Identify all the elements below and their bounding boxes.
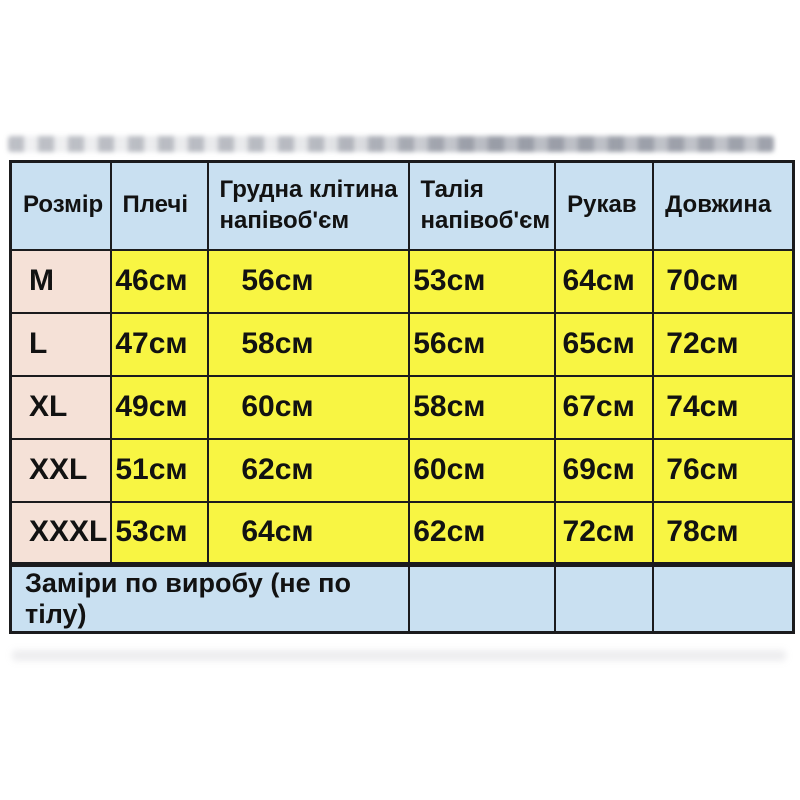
value-cell: 49см <box>109 374 209 440</box>
value-cell: 74см <box>652 374 795 440</box>
table-row: XXL 51см 62см 60см 69см 76см <box>9 437 795 503</box>
value-cell: 60см <box>206 374 410 440</box>
value-cell: 64см <box>206 500 410 566</box>
value-cell: 58см <box>407 374 557 440</box>
header-row: Розмір Плечі Грудна клітина напівоб'єм Т… <box>9 160 795 251</box>
size-cell: XXXL <box>9 500 112 566</box>
size-cell: L <box>9 311 112 377</box>
footer-empty-cell <box>407 562 557 634</box>
footer-note: Заміри по виробу (не по тілу) <box>9 562 410 634</box>
value-cell: 53см <box>407 248 557 314</box>
value-cell: 62см <box>407 500 557 566</box>
value-cell: 76см <box>652 437 795 503</box>
value-cell: 67см <box>554 374 655 440</box>
table-footer: Заміри по виробу (не по тілу) <box>9 562 795 634</box>
size-cell: XL <box>9 374 112 440</box>
table-row: XL 49см 60см 58см 67см 74см <box>9 374 795 440</box>
value-cell: 65см <box>554 311 655 377</box>
header-waist-half-volume: Талія напівоб'єм <box>407 160 557 251</box>
value-cell: 72см <box>554 500 655 566</box>
value-cell: 56см <box>407 311 557 377</box>
header-sleeve: Рукав <box>554 160 655 251</box>
table-row: L 47см 58см 56см 65см 72см <box>9 311 795 377</box>
value-cell: 78см <box>652 500 795 566</box>
value-cell: 64см <box>554 248 655 314</box>
size-cell: M <box>9 248 112 314</box>
table-header: Розмір Плечі Грудна клітина напівоб'єм Т… <box>9 160 795 251</box>
value-cell: 51см <box>109 437 209 503</box>
value-cell: 46см <box>109 248 209 314</box>
value-cell: 47см <box>109 311 209 377</box>
size-cell: XXL <box>9 437 112 503</box>
table-row: M 46см 56см 53см 64см 70см <box>9 248 795 314</box>
blurred-text-artifact-bottom <box>12 650 786 661</box>
value-cell: 53см <box>109 500 209 566</box>
size-chart-table: Розмір Плечі Грудна клітина напівоб'єм Т… <box>9 160 795 634</box>
value-cell: 62см <box>206 437 410 503</box>
table-row: XXXL 53см 64см 62см 72см 78см <box>9 500 795 566</box>
value-cell: 70см <box>652 248 795 314</box>
header-size: Розмір <box>9 160 112 251</box>
value-cell: 58см <box>206 311 410 377</box>
blurred-text-artifact-top <box>8 136 774 152</box>
value-cell: 60см <box>407 437 557 503</box>
value-cell: 72см <box>652 311 795 377</box>
table-body: M 46см 56см 53см 64см 70см L 47см 58см 5… <box>9 248 795 566</box>
footer-empty-cell <box>652 562 795 634</box>
value-cell: 56см <box>206 248 410 314</box>
footer-empty-cell <box>554 562 655 634</box>
value-cell: 69см <box>554 437 655 503</box>
header-chest-half-volume: Грудна клітина напівоб'єм <box>206 160 410 251</box>
footer-row: Заміри по виробу (не по тілу) <box>9 562 795 634</box>
header-shoulders: Плечі <box>109 160 209 251</box>
header-length: Довжина <box>652 160 795 251</box>
